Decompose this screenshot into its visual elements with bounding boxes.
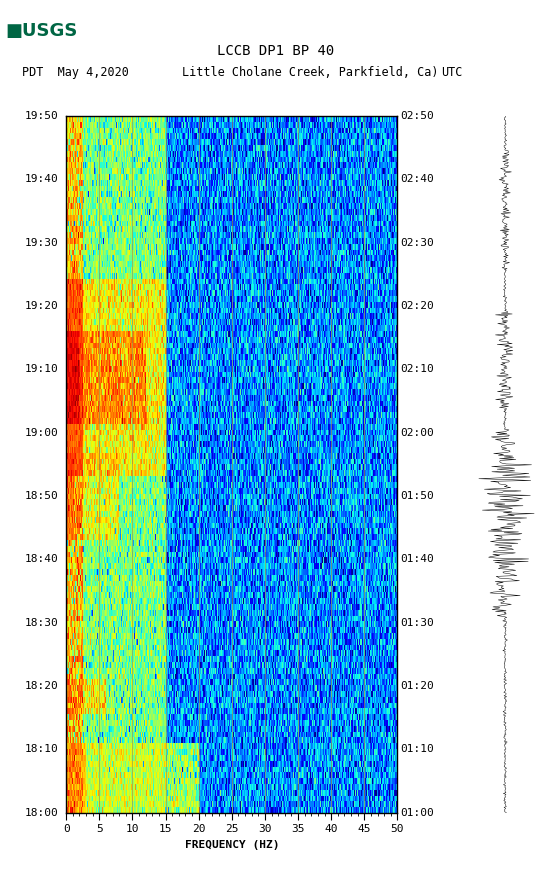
Text: 02:10: 02:10	[401, 364, 434, 374]
Text: 18:30: 18:30	[24, 618, 59, 628]
Text: 01:00: 01:00	[401, 807, 434, 818]
Text: 19:40: 19:40	[24, 174, 59, 185]
Text: 01:50: 01:50	[401, 491, 434, 501]
Text: UTC: UTC	[442, 65, 463, 79]
Text: 18:20: 18:20	[24, 681, 59, 691]
Text: PDT  May 4,2020: PDT May 4,2020	[22, 65, 129, 79]
Text: LCCB DP1 BP 40: LCCB DP1 BP 40	[217, 44, 335, 58]
Text: 02:50: 02:50	[401, 111, 434, 121]
Text: 02:20: 02:20	[401, 301, 434, 311]
Text: 01:30: 01:30	[401, 618, 434, 628]
Text: 19:30: 19:30	[24, 238, 59, 247]
X-axis label: FREQUENCY (HZ): FREQUENCY (HZ)	[184, 840, 279, 850]
Text: 18:50: 18:50	[24, 491, 59, 501]
Text: 02:00: 02:00	[401, 428, 434, 438]
Text: 19:50: 19:50	[24, 111, 59, 121]
Text: 01:20: 01:20	[401, 681, 434, 691]
Text: 01:10: 01:10	[401, 744, 434, 755]
Text: 19:00: 19:00	[24, 428, 59, 438]
Text: Little Cholane Creek, Parkfield, Ca): Little Cholane Creek, Parkfield, Ca)	[182, 65, 439, 79]
Text: 02:30: 02:30	[401, 238, 434, 247]
Text: 18:10: 18:10	[24, 744, 59, 755]
Text: 01:40: 01:40	[401, 555, 434, 564]
Text: ■USGS: ■USGS	[6, 22, 78, 40]
Text: 19:20: 19:20	[24, 301, 59, 311]
Text: 02:40: 02:40	[401, 174, 434, 185]
Text: 19:10: 19:10	[24, 364, 59, 374]
Text: 18:40: 18:40	[24, 555, 59, 564]
Text: 18:00: 18:00	[24, 807, 59, 818]
